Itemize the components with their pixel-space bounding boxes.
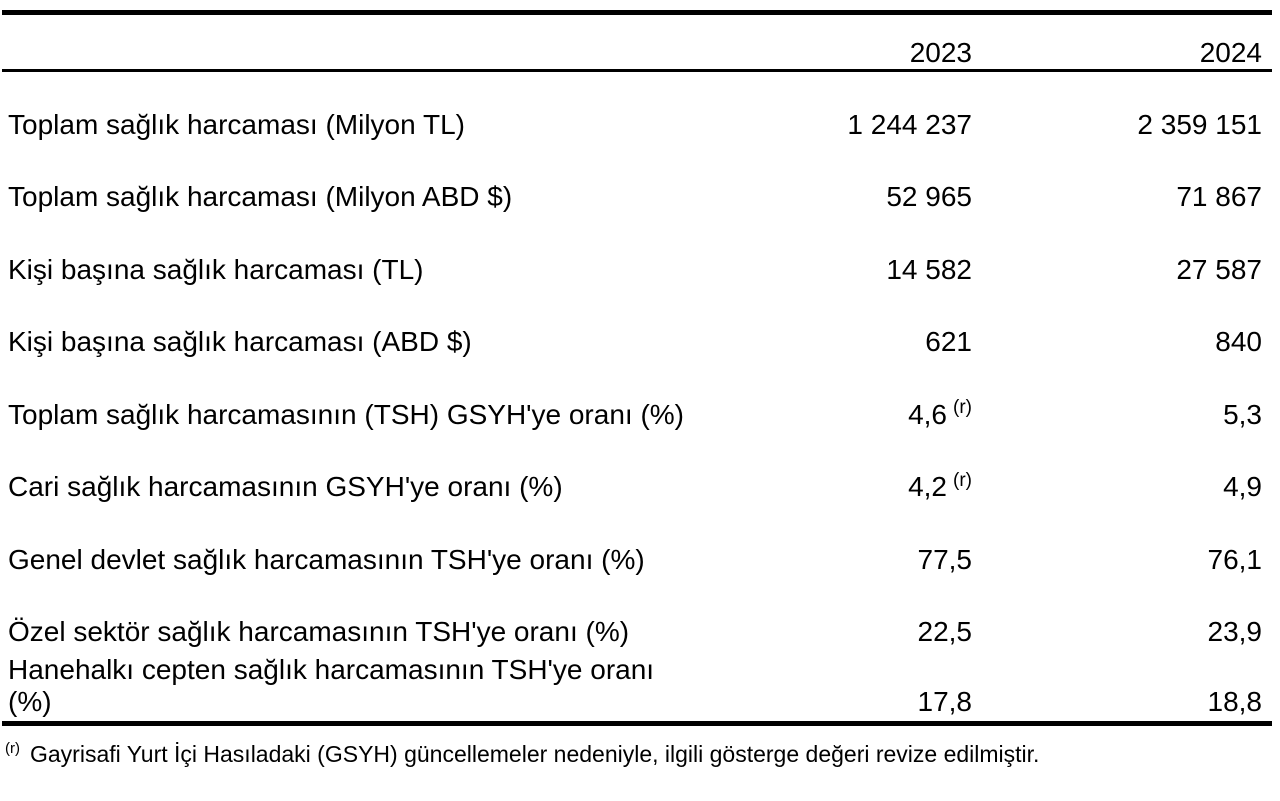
value-2024: 76,1 — [1207, 543, 1263, 575]
row-label: Cari sağlık harcamasının GSYH'ye oranı (… — [8, 471, 563, 503]
footnote-marker: (r) — [5, 739, 20, 757]
value-2024: 27 587 — [1176, 253, 1262, 285]
row-label: Toplam sağlık harcaması (Milyon TL) — [8, 108, 465, 140]
row-label: Toplam sağlık harcamasının (TSH) GSYH'ye… — [8, 398, 685, 430]
footnote: (r) Gayrisafi Yurt İçi Hasıladaki (GSYH) … — [5, 740, 1280, 770]
value-text: 22,5 — [917, 616, 973, 648]
table-row: Özel sektör sağlık harcamasının TSH'ye o… — [2, 578, 1272, 651]
value-2023: 4,2 (r) — [700, 433, 972, 506]
table-header: 2023 2024 — [2, 12, 1272, 72]
value-2024: 2 359 151 — [1137, 108, 1262, 140]
table-row: Kişi başına sağlık harcaması (TL) 14 582… — [2, 216, 1272, 289]
column-header-2023: 2023 — [700, 12, 972, 72]
value-text: 17,8 — [917, 686, 973, 718]
table-row: Hanehalkı cepten sağlık harcamasının TSH… — [2, 651, 1272, 724]
value-2024: 18,8 — [1207, 686, 1263, 718]
value-text: 621 — [925, 326, 972, 358]
value-2023: 77,5 — [700, 506, 973, 579]
table-row: Toplam sağlık harcaması (Milyon TL) 1 24… — [2, 71, 1272, 144]
value-2023: 22,5 — [700, 578, 973, 651]
health-expenditure-table: 2023 2024 Toplam sağlık harcaması (Milyo… — [2, 10, 1272, 726]
corner-cell — [2, 12, 700, 72]
value-text: 4,6 — [908, 398, 948, 430]
row-label: Genel devlet sağlık harcamasının TSH'ye … — [8, 543, 645, 575]
table-row: Toplam sağlık harcamasının (TSH) GSYH'ye… — [2, 361, 1272, 434]
value-2023: 17,8 — [700, 651, 973, 724]
value-text: 77,5 — [917, 543, 973, 575]
row-label: Özel sektör sağlık harcamasının TSH'ye o… — [8, 616, 630, 648]
row-label: Kişi başına sağlık harcaması (ABD $) — [8, 326, 472, 358]
row-label: Toplam sağlık harcaması (Milyon ABD $) — [8, 181, 513, 213]
value-2023: 52 965 — [700, 143, 972, 216]
table-row: Genel devlet sağlık harcamasının TSH'ye … — [2, 506, 1272, 579]
column-header-2024: 2024 — [972, 12, 1272, 72]
value-2023: 4,6 (r) — [700, 361, 972, 434]
table-body: Toplam sağlık harcaması (Milyon TL) 1 24… — [2, 71, 1272, 724]
header-row: 2023 2024 — [2, 12, 1272, 72]
row-label: Kişi başına sağlık harcaması (TL) — [8, 253, 424, 285]
value-text: 4,2 — [908, 471, 948, 503]
value-2023: 14 582 — [700, 216, 972, 289]
value-text: 14 582 — [886, 253, 972, 285]
value-text: 52 965 — [886, 181, 972, 213]
table-row: Toplam sağlık harcaması (Milyon ABD $) 5… — [2, 143, 1272, 216]
table-row: Cari sağlık harcamasının GSYH'ye oranı (… — [2, 433, 1272, 506]
value-2024: 5,3 — [1223, 398, 1262, 430]
revision-marker: (r) — [953, 469, 972, 491]
revision-marker: (r) — [953, 397, 972, 419]
value-2023: 621 — [700, 288, 972, 361]
value-2023: 1 244 237 — [700, 71, 972, 144]
footnote-text: Gayrisafi Yurt İçi Hasıladaki (GSYH) gün… — [30, 740, 1040, 767]
value-2024: 23,9 — [1207, 616, 1263, 648]
value-text: 1 244 237 — [847, 108, 972, 140]
value-2024: 4,9 — [1223, 471, 1262, 503]
value-2024: 71 867 — [1176, 181, 1262, 213]
row-label: Hanehalkı cepten sağlık harcamasının TSH… — [8, 654, 655, 718]
value-2024: 840 — [1215, 326, 1262, 358]
table-row: Kişi başına sağlık harcaması (ABD $) 621… — [2, 288, 1272, 361]
